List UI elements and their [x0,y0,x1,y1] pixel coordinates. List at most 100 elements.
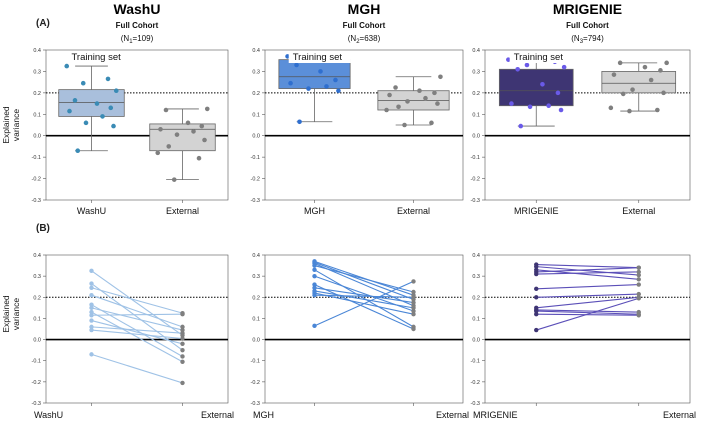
external-point [432,90,437,96]
cohort-size-subscript: 2 [356,39,360,45]
pair-point-left [89,324,94,330]
pair-point-left [312,282,317,287]
pair-point-right [180,354,185,359]
pair-line [91,353,183,384]
pair-point-right [411,326,416,332]
external-point [202,137,207,143]
training-point [288,80,293,86]
training-point [527,104,533,110]
training-point [561,64,567,70]
external-point [642,64,648,70]
y-tick-label: -0.2 [32,380,41,386]
pair-line [91,270,183,336]
y-tick-label: -0.2 [251,177,260,183]
box-training [498,68,574,107]
chart-subtitle: Full Cohort [116,21,159,30]
external-point [185,120,191,126]
pair-line [536,266,639,276]
pair-line [91,329,183,340]
y-tick-label: 0.3 [252,69,260,75]
pair-point-left [312,267,317,272]
plot-frame [264,254,464,404]
external-point [617,60,623,66]
charts-layer: -0.3 -0.2 -0.1 0.0 0.1 0.2 0.3 0.4 WashU External… [32,1,696,420]
y-tick-label: 0.1 [33,112,41,118]
pair-line [91,326,183,334]
panel-label-a: (A) [36,18,50,29]
pair-line [536,309,639,313]
chart-subtitle: Full Cohort [343,21,386,30]
external-point [171,177,177,182]
y-tick-label: -0.2 [251,380,260,386]
pair-line [91,307,183,331]
chart-a-mgh: -0.3 -0.2 -0.1 0.0 0.1 0.2 0.3 0.4 MGH External MG… [251,1,464,216]
y-tick-label: 0.1 [33,316,41,322]
external-point [435,101,440,106]
y-tick-label: 0.0 [472,134,480,140]
pair-point-right [180,347,185,353]
y-tick-label: 0.0 [252,134,260,140]
y-tick-label: 0.4 [472,253,480,259]
y-tick-label: -0.1 [32,359,41,365]
y-tick-label: -0.1 [251,155,260,161]
external-point [664,60,669,66]
external-point [405,99,410,104]
training-point [509,101,514,106]
category-label: External [663,410,696,420]
y-tick-label: 0.3 [33,274,41,280]
chart-b-washu: -0.3 -0.2 -0.1 0.0 0.1 0.2 0.3 0.4 WashU External [32,253,234,420]
pair-point-right [636,272,641,278]
training-point [294,62,299,68]
external-point [438,74,443,80]
category-label: External [166,206,199,216]
pair-line [314,294,414,298]
pair-line [314,290,414,309]
training-point [518,123,524,129]
category-label: External [397,206,430,216]
cohort-size-suffix: =794) [583,34,604,43]
y-tick-label: 0.3 [472,274,480,280]
y-tick-label: 0.1 [472,316,480,322]
pair-point-right [636,313,641,318]
y-axis-label-top-2: variance [11,109,21,141]
training-point [546,103,551,109]
external-point [658,68,663,73]
chart-title: MRIGENIE [553,1,622,17]
y-tick-label: 0.3 [33,69,41,75]
pair-point-right [180,324,185,330]
chart-a-washu: -0.3 -0.2 -0.1 0.0 0.1 0.2 0.3 0.4 WashU External… [32,1,229,216]
training-point [83,120,89,126]
external-point [158,126,163,132]
pair-line [91,320,183,345]
category-label: WashU [34,410,63,420]
y-tick-label: 0.2 [252,295,260,301]
y-tick-label: -0.2 [32,177,41,183]
cohort-size-prefix: (N [348,34,357,43]
category-label: MGH [304,206,325,216]
training-point [540,81,545,87]
pair-line [91,287,183,314]
pair-point-left [89,309,94,315]
training-label-bg [67,51,130,63]
training-point [306,86,311,91]
pair-line [91,294,183,328]
y-tick-label: 0.4 [252,253,260,259]
pair-point-right [180,341,185,346]
pair-point-right [636,296,641,301]
category-label: WashU [77,206,106,216]
y-tick-label: -0.1 [471,359,480,365]
pair-line [536,296,639,309]
pair-point-right [411,279,416,284]
pair-line [314,269,414,328]
pair-line [91,313,183,316]
box-external [601,71,677,94]
pair-point-left [89,318,94,323]
plot-frame [45,49,229,201]
y-tick-label: 0.2 [33,91,41,97]
plot-frame [484,49,691,201]
cohort-size-suffix: =109) [133,34,154,43]
pair-point-left [534,312,539,317]
pair-line [536,263,639,269]
y-tick-label: 0.1 [252,112,260,118]
